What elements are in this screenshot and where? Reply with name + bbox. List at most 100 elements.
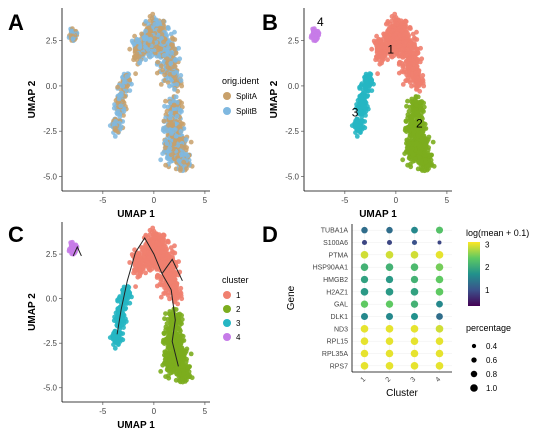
umap-point [409,115,415,121]
umap-point [164,353,170,358]
y-tick-label: 2.5 [46,37,58,46]
colorbar-tick-label: 2 [485,263,490,272]
y-tick-label: 0.0 [288,82,300,91]
gene-label: RPS7 [330,363,348,370]
dot-mark [435,325,444,333]
umap-point [168,159,174,164]
umap-point [405,98,410,104]
panel-label-c: C [8,222,24,247]
umap-point [185,364,190,370]
umap-point [173,94,179,100]
umap-point [164,269,170,275]
umap-point [407,64,413,70]
umap-point [183,349,189,354]
umap-point [414,75,420,81]
umap-point [181,371,187,377]
umap-point [397,59,403,65]
dot-mark [435,349,444,358]
umap-point [119,93,124,98]
point-cloud [66,225,195,385]
umap-point [167,146,173,151]
dot-mark [435,288,444,296]
dot-mark [437,240,442,245]
umap-point [115,297,120,303]
umap-point [159,36,164,41]
umap-point [116,96,122,102]
umap-point [175,143,181,148]
umap-point [416,82,422,87]
umap-point [162,103,167,109]
umap-point [176,158,182,164]
umap-point [403,118,409,124]
gene-label: HMGB2 [323,277,348,284]
cluster-label: 2 [416,117,423,131]
umap-point [161,232,166,238]
umap-point [172,75,178,81]
umap-point [171,99,177,104]
umap-point [166,26,171,31]
umap-point [168,370,174,376]
umap-point [178,129,184,135]
dot-mark [435,226,444,234]
dot-mark [410,251,419,259]
dot-mark [360,300,369,308]
umap-point [180,153,186,159]
y-tick-label: 2.5 [288,37,300,46]
umap-panel-a: -5 0 5 -5.0 -2.5 0.0 2.5 UMAP 1 UMAP 2 orig.ident… [27,8,260,220]
umap-point [183,137,189,143]
umap-point [401,32,407,37]
umap-point [118,124,124,130]
umap-point [157,241,162,247]
umap-point [143,232,149,238]
umap-point [168,61,174,66]
legend-key [223,333,231,341]
x-tick-label: -5 [99,407,107,416]
size-legend-key [471,343,477,349]
umap-point [178,73,184,78]
dot-mark [435,337,444,345]
dot-mark [360,337,369,345]
umap-point [172,87,177,92]
y-tick-label: -2.5 [43,339,57,348]
umap-point [400,82,406,87]
umap-point [70,36,76,42]
x-axis-title: Cluster [386,388,418,399]
umap-point [385,44,390,50]
cluster-label: 3 [352,106,359,120]
umap-point [137,273,143,279]
legend-key [223,291,231,299]
umap-point [159,276,164,282]
umap-point [167,357,173,363]
colorbar [468,242,480,306]
y-tick-label: -5.0 [43,384,57,393]
umap-point [421,100,426,106]
umap-point [410,100,415,106]
umap-point [160,127,166,133]
x-axis-title: UMAP 1 [359,209,397,220]
umap-point [149,53,155,59]
dot-mark [436,300,443,308]
umap-point [415,51,420,56]
umap-point [379,60,384,66]
umap-point [147,14,153,19]
umap-point [415,57,421,62]
umap-point [360,103,366,109]
umap-point [112,134,118,139]
umap-point [420,78,426,83]
dot-mark [385,325,394,333]
dot-mark [360,362,369,370]
dot-mark [360,325,369,333]
umap-point [113,340,119,345]
umap-point [418,158,424,164]
umap-point [170,250,176,256]
dot-mark [385,337,394,345]
umap-point [164,56,170,62]
umap-point [385,19,391,24]
umap-point [134,53,139,59]
umap-point [155,59,161,65]
umap-point [155,272,161,278]
umap-point [172,29,177,35]
size-legend-title: percentage [466,323,511,333]
umap-point [410,61,416,66]
